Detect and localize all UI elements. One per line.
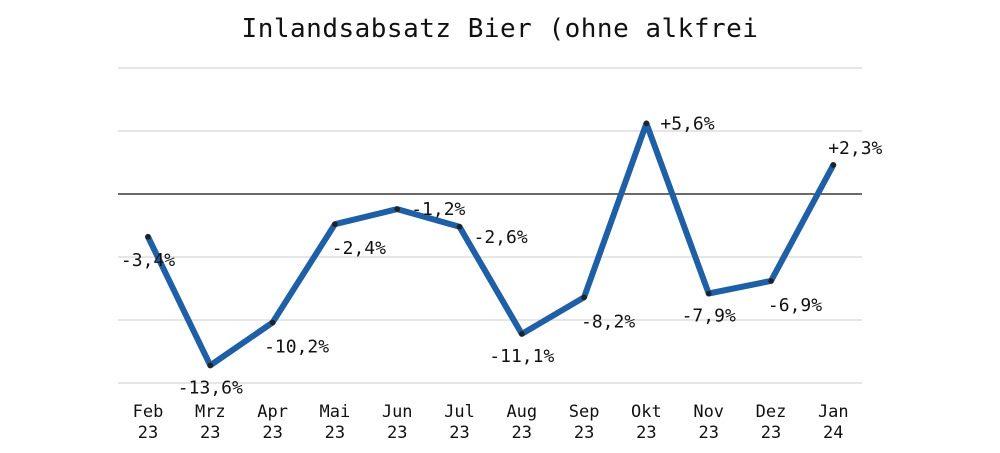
data-label: -13,6%: [178, 377, 243, 398]
data-labels: -3,4% -13,6% -10,2% -2,4% -1,2% -2,6% -11,1% -8…: [121, 113, 883, 398]
data-point: [705, 290, 712, 297]
data-point: [332, 221, 338, 228]
data-point: [519, 331, 525, 337]
x-tick-label: Jun 23: [382, 402, 413, 443]
data-point: [269, 319, 276, 326]
data-point: [830, 162, 837, 168]
x-tick-label: Jan 24: [818, 402, 849, 443]
data-label: +5,6%: [660, 113, 714, 134]
series-line-path: [145, 120, 837, 369]
data-label: +2,3%: [828, 138, 882, 159]
data-point: [581, 294, 587, 301]
data-point: [643, 120, 650, 127]
data-label: -8,2%: [581, 311, 635, 332]
data-label: -2,4%: [332, 238, 386, 259]
data-point: [768, 278, 774, 284]
x-tick-label: Apr 23: [257, 402, 288, 443]
data-label: -11,1%: [489, 346, 554, 367]
x-tick-label: Sep 23: [569, 402, 600, 443]
data-point: [394, 206, 401, 212]
data-points: [145, 120, 837, 369]
data-label: -6,9%: [768, 295, 822, 316]
data-label: -3,4%: [121, 250, 175, 271]
x-tick-label: Okt 23: [631, 402, 662, 443]
data-point: [145, 234, 151, 240]
series-line: [145, 120, 837, 369]
data-label: -2,6%: [474, 227, 528, 248]
x-axis-ticks: Feb 23 Mrz 23 Apr 23 Mai 23 Jun 23 Jul 23 Aug 23 Sep 23…: [133, 402, 849, 443]
chart-title: Inlandsabsatz Bier (ohne alkfrei: [241, 14, 759, 44]
x-tick-label: Nov 23: [693, 402, 724, 443]
x-tick-label: Mai 23: [320, 402, 351, 443]
data-label: -10,2%: [264, 337, 329, 358]
data-label: -1,2%: [411, 199, 465, 220]
data-label: -7,9%: [682, 306, 736, 327]
gridlines: [118, 67, 862, 384]
x-tick-label: Mrz 23: [195, 402, 226, 443]
x-tick-label: Dez 23: [756, 402, 787, 443]
x-tick-label: Aug 23: [506, 402, 537, 443]
data-point: [207, 362, 214, 369]
x-tick-label: Jul 23: [444, 402, 475, 443]
data-point: [456, 223, 463, 230]
x-tick-label: Feb 23: [133, 402, 164, 443]
